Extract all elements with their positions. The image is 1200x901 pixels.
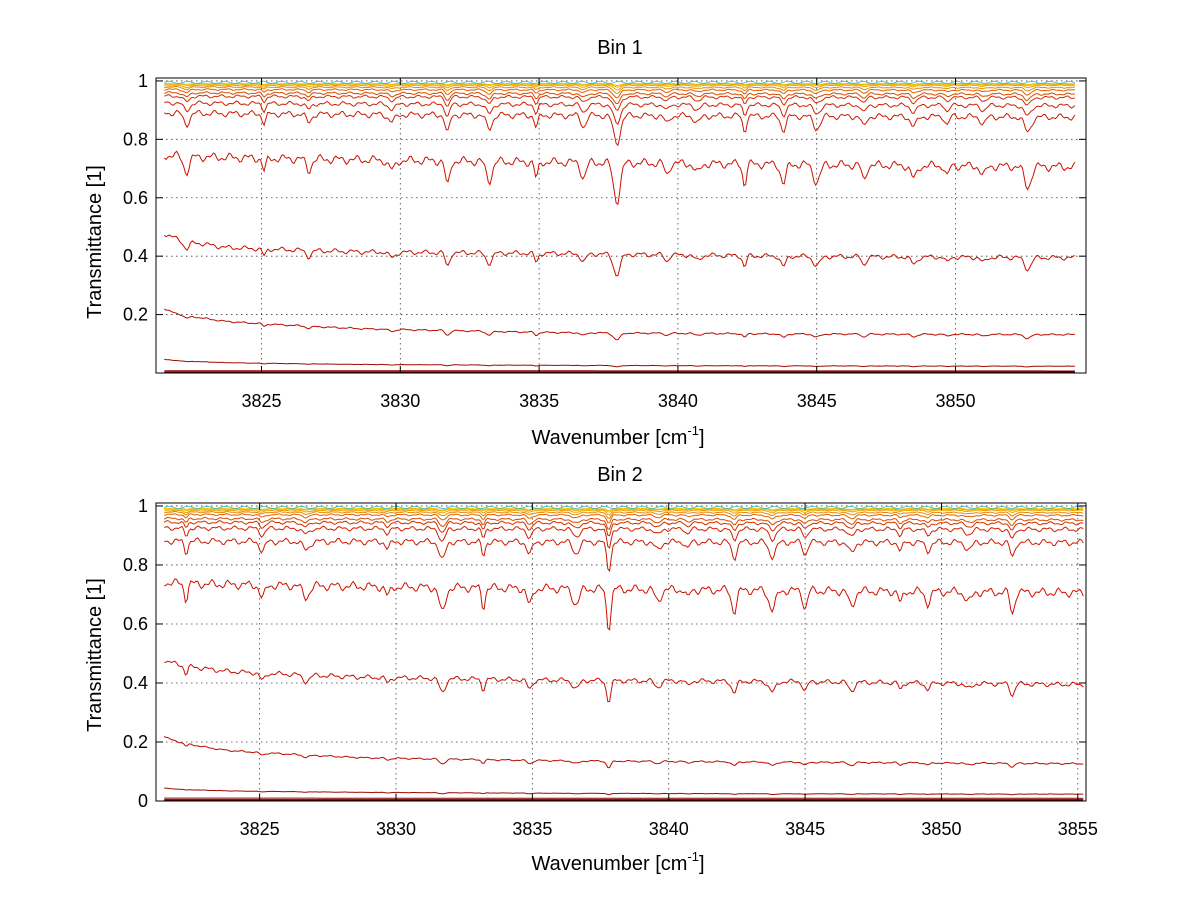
x-tick-label: 3825 [241, 391, 281, 411]
y-tick-label: 0.2 [123, 732, 148, 752]
x-tick-label: 3835 [512, 819, 552, 839]
x-axis-label: Wavenumber [cm-1] [531, 423, 704, 449]
plot-area: 3825 3830 3835 3840 3845 3850 3855 0 0.2 0.4 0.6 0.… [123, 496, 1098, 839]
y-tick-label: 0.6 [123, 188, 148, 208]
y-tick-label: 0.4 [123, 673, 148, 693]
spectrum-series-line [164, 513, 1084, 524]
x-tick-label: 3850 [921, 819, 961, 839]
x-tick-label: 3845 [797, 391, 837, 411]
spectrum-series-line [164, 508, 1084, 513]
spectrum-series-line [164, 509, 1084, 516]
y-axis-label: Transmittance [1] [84, 165, 106, 319]
x-tick-label: 3850 [935, 391, 975, 411]
x-tick-label: 3835 [519, 391, 559, 411]
x-axis-label: Wavenumber [cm-1] [531, 849, 704, 875]
y-axis-label: Transmittance [1] [84, 578, 106, 732]
spectrum-series-line [164, 90, 1075, 104]
spectrum-series-line [164, 88, 1075, 99]
plot-area: 3825 3830 3835 3840 3845 3850 0.2 0.4 0.6 0.8 1 [123, 71, 1087, 411]
spectrum-series-line [164, 358, 1075, 368]
y-tick-label: 0.6 [123, 614, 148, 634]
x-tick-label: 3840 [658, 391, 698, 411]
spectrum-series-line [164, 80, 1076, 85]
spectrum-series-line [163, 516, 1084, 530]
spectrum-series-line [164, 507, 1084, 512]
spectrum-series-line [164, 100, 1076, 126]
spectrum-series-line [164, 505, 1084, 510]
axes-frame [155, 502, 1087, 802]
y-tick-label: 0 [138, 791, 148, 811]
spectrum-series-line [164, 109, 1076, 147]
spectrum-series-line [164, 82, 1075, 87]
x-tick-label: 3825 [240, 819, 280, 839]
x-tick-label: 3830 [380, 391, 420, 411]
spectrum-series-line [164, 537, 1084, 573]
subplot-title: Bin 2 [597, 464, 643, 486]
spectrum-series-line [163, 735, 1084, 769]
spectrum-series-line [163, 519, 1084, 537]
spectrum-series-line [163, 150, 1076, 206]
spectrum-series-line [164, 525, 1084, 549]
subplot-bin-2: Bin 2 3825 3830 3835 3840 3845 3850 3855 0 0.2 0.… [84, 464, 1098, 875]
y-tick-label: 0.2 [123, 305, 148, 325]
spectrum-series-line [164, 578, 1084, 631]
y-tick-label: 1 [138, 71, 148, 91]
y-tick-label: 0.8 [123, 129, 148, 149]
spectrum-series-line [164, 510, 1084, 519]
axes-frame [155, 77, 1087, 374]
spectrum-series-line [164, 84, 1076, 91]
spectrum-series-line [164, 660, 1084, 703]
spectrum-series-line [164, 308, 1075, 341]
x-tick-label: 3840 [649, 819, 689, 839]
x-tick-label: 3855 [1058, 819, 1098, 839]
y-tick-label: 0.8 [123, 555, 148, 575]
spectrum-series-line [164, 85, 1075, 94]
x-tick-label: 3845 [785, 819, 825, 839]
y-tick-label: 0.4 [123, 246, 148, 266]
spectrum-series-line [163, 234, 1076, 277]
subplot-title: Bin 1 [597, 37, 643, 59]
spectrum-series-line [164, 787, 1084, 796]
subplot-bin-1: Bin 1 3825 3830 3835 3840 3845 3850 0.2 0.4 0.6 0… [84, 37, 1087, 449]
spectrum-series-line [164, 83, 1075, 88]
x-tick-label: 3830 [376, 819, 416, 839]
spectrum-series-line [164, 94, 1076, 111]
y-tick-label: 1 [138, 496, 148, 516]
